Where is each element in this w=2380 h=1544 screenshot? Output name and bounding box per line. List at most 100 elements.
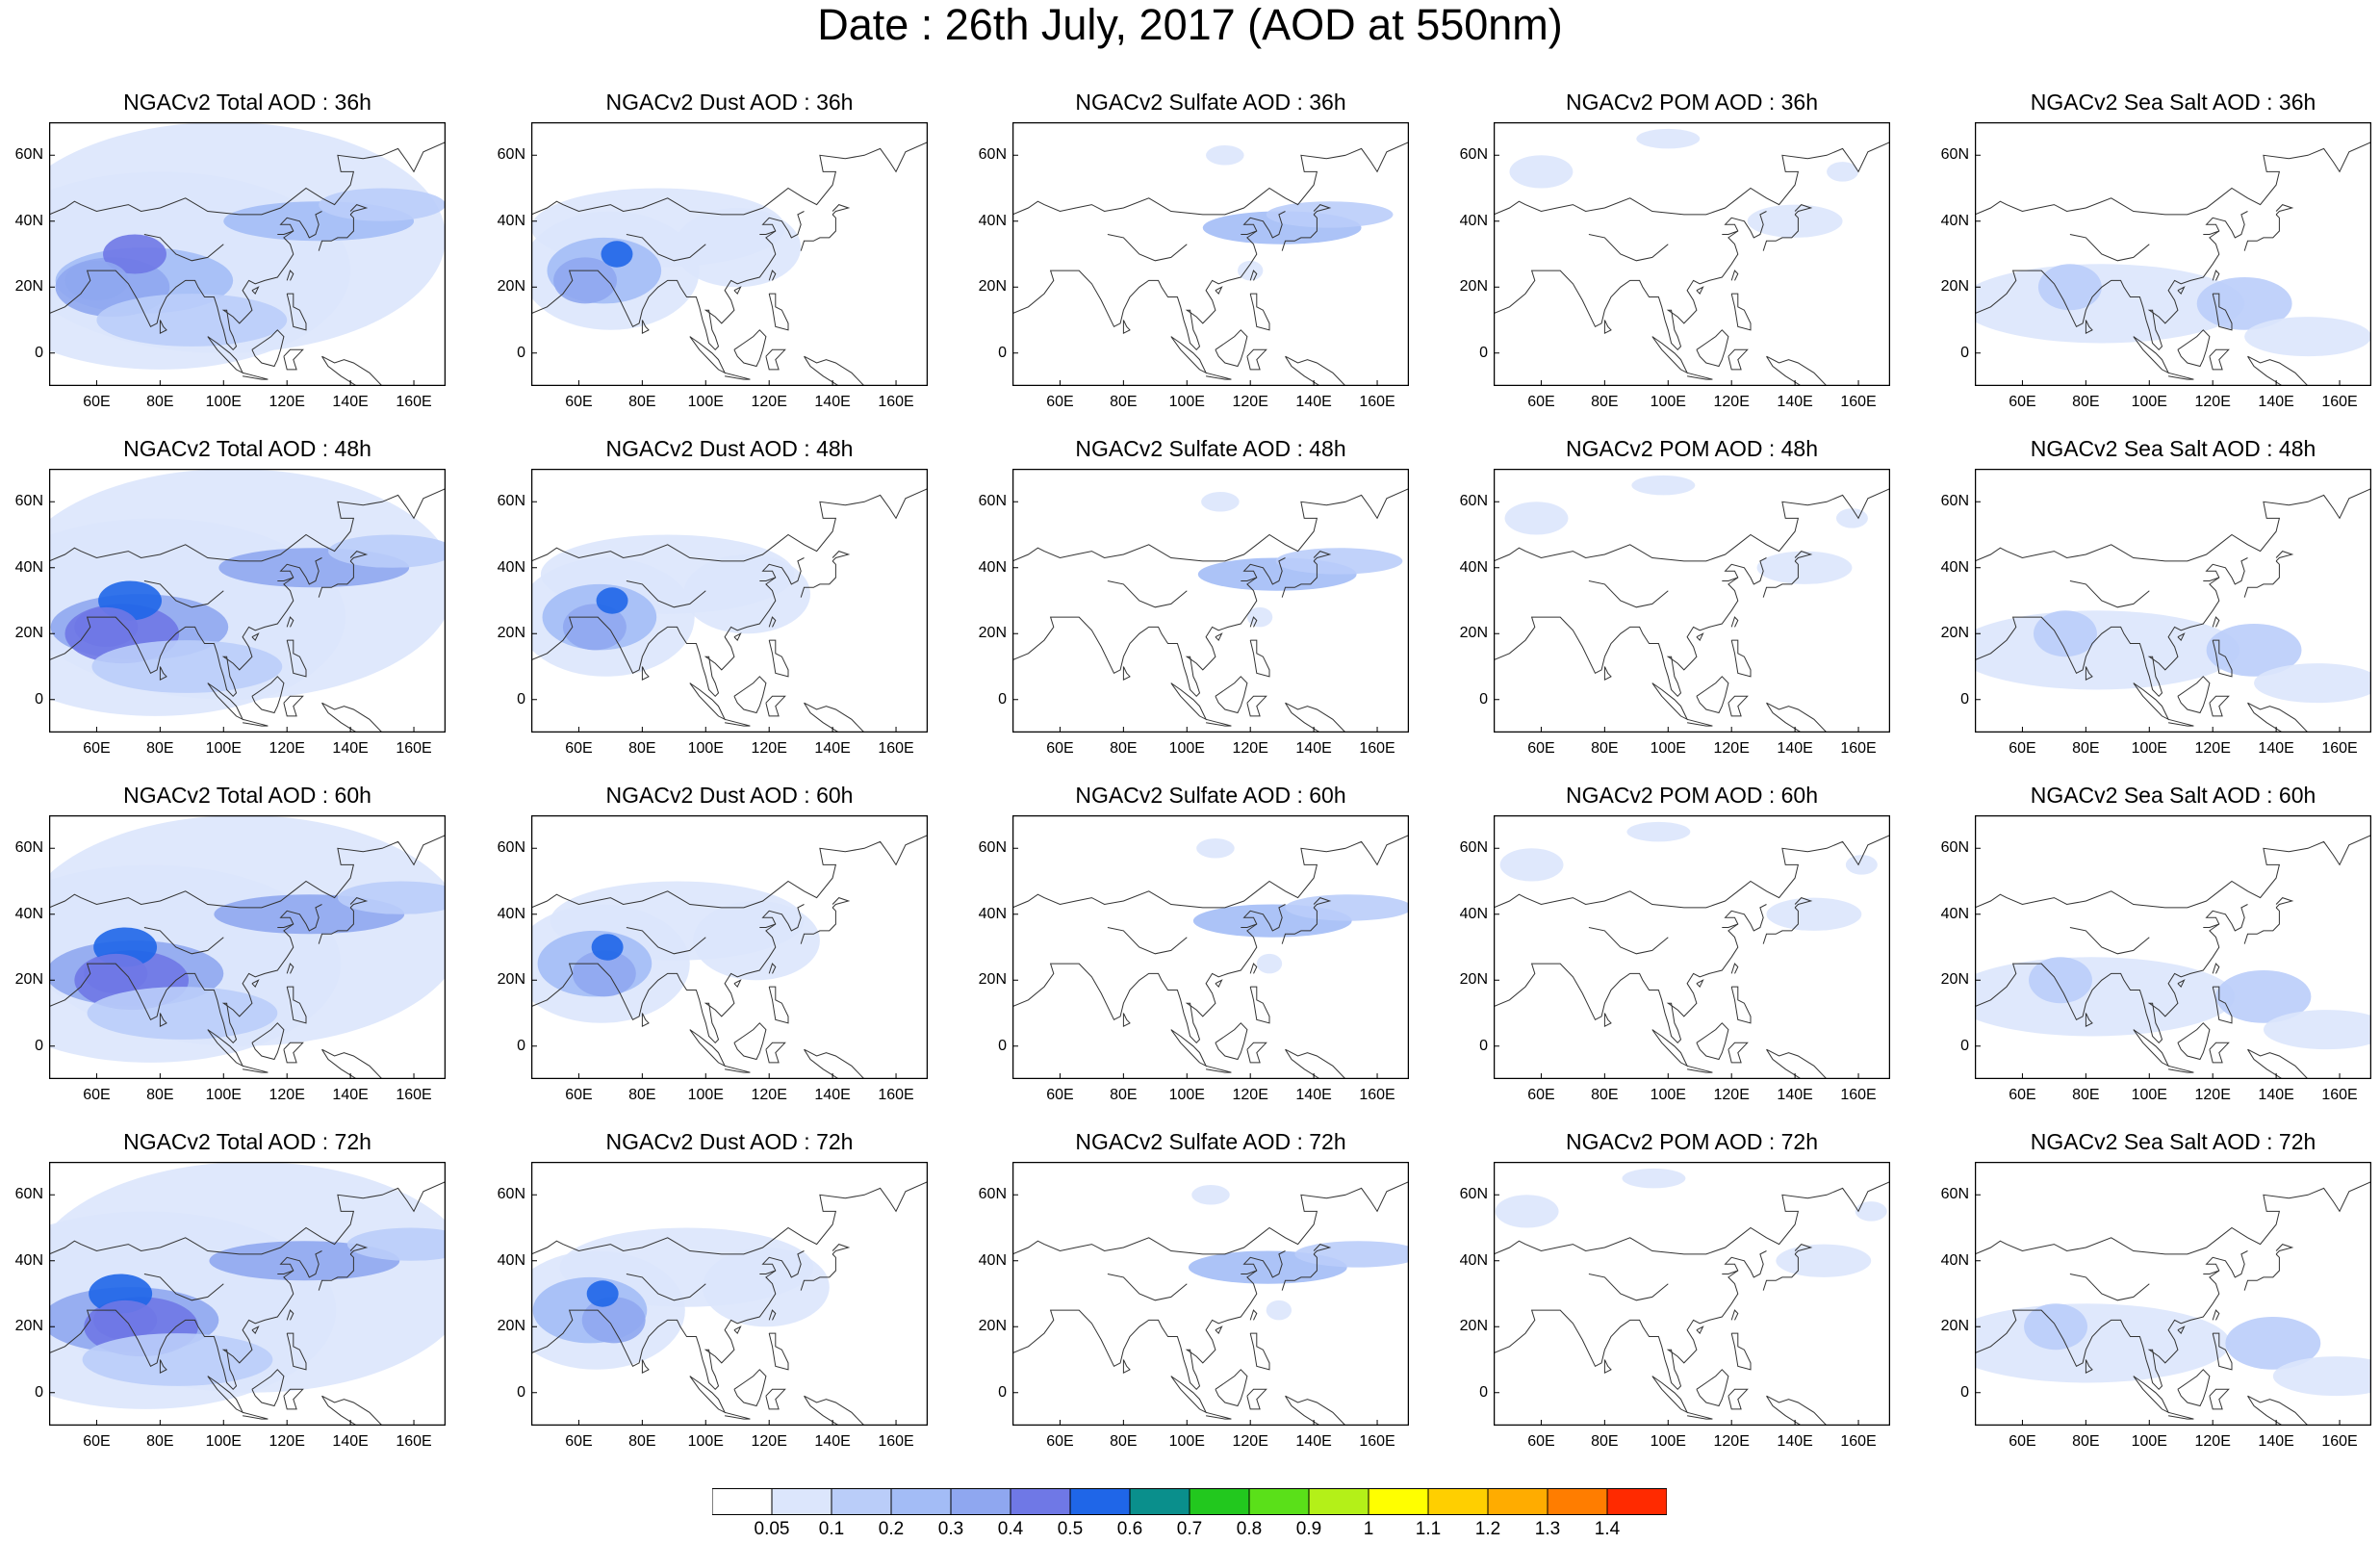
- coastline: [1696, 1325, 1704, 1334]
- lon-tick-label: 120E: [269, 394, 305, 410]
- coastline: [318, 907, 354, 944]
- map-frame: [1012, 122, 1409, 386]
- lat-tick-label: 0: [1479, 690, 1488, 708]
- coastline: [1107, 1274, 1188, 1301]
- aod-contour-patch: [2215, 969, 2312, 1023]
- map-canvas: [1494, 815, 1890, 1079]
- coastline: [1494, 488, 1890, 562]
- map-canvas: [1975, 1162, 2371, 1426]
- map-frame: [531, 122, 928, 386]
- coastline: [759, 577, 776, 581]
- aod-shading: [1975, 610, 2371, 704]
- lat-tick-label: 0: [1960, 344, 1969, 361]
- lon-tick-label: 160E: [2321, 740, 2358, 757]
- coastline: [2177, 329, 2211, 368]
- map-canvas: [531, 469, 928, 733]
- lon-tick-label: 60E: [1046, 740, 1074, 757]
- aod-shading: [1975, 1303, 2371, 1397]
- coastline: [2209, 1042, 2230, 1064]
- coastline: [251, 979, 260, 988]
- coastline: [1494, 1181, 1890, 1255]
- coastline: [768, 1332, 789, 1371]
- lon-tick-label: 100E: [1650, 740, 1686, 757]
- lon-tick-label: 60E: [83, 394, 111, 410]
- aod-contour-patch: [87, 987, 278, 1040]
- lat-tick-label: 40N: [1940, 1251, 1969, 1269]
- coastline: [1285, 702, 1346, 733]
- coastline: [1249, 986, 1270, 1024]
- panel-title: NGACv2 Dust AOD : 48h: [605, 436, 854, 461]
- lat-tick-label: 0: [35, 344, 43, 361]
- lon-tick-label: 160E: [2321, 394, 2358, 410]
- coastline: [1249, 1332, 1270, 1371]
- map-canvas: [531, 122, 928, 386]
- coastline: [2167, 1065, 2194, 1073]
- lat-tick-label: 40N: [1940, 905, 1969, 922]
- coastline: [1722, 577, 1738, 581]
- aod-contour-patch: [103, 234, 166, 274]
- coastline: [641, 320, 650, 335]
- lon-tick-label: 60E: [1527, 1087, 1555, 1103]
- coastline: [143, 234, 224, 262]
- coastline: [1215, 286, 1223, 295]
- coastline: [724, 718, 751, 727]
- coastline: [804, 702, 865, 733]
- panel-title: NGACv2 POM AOD : 48h: [1565, 436, 1819, 461]
- coastline: [1215, 1022, 1248, 1061]
- coastline: [626, 1274, 706, 1301]
- lat-tick-label: 40N: [1459, 1251, 1488, 1269]
- aod-contour-patch: [693, 901, 820, 981]
- coastline: [1249, 270, 1258, 281]
- lat-tick-label: 0: [35, 1383, 43, 1401]
- aod-contour-patch: [1238, 260, 1264, 281]
- map-canvas: [1012, 469, 1409, 733]
- coastline: [1603, 320, 1612, 335]
- lon-tick-label: 140E: [332, 1087, 369, 1103]
- coastline: [251, 632, 260, 641]
- coastline: [1762, 214, 1799, 251]
- lon-tick-label: 100E: [2131, 740, 2167, 757]
- map-background: [1012, 815, 1409, 1079]
- coastline: [626, 580, 706, 608]
- aod-contour-patch: [1495, 1195, 1559, 1228]
- lon-tick-label: 120E: [1713, 1433, 1750, 1450]
- lon-tick-label: 60E: [565, 1433, 593, 1450]
- coastline: [2177, 286, 2186, 295]
- lon-tick-label: 120E: [1232, 1087, 1268, 1103]
- coastline: [1730, 986, 1752, 1024]
- aod-map-panel: [1975, 122, 2371, 386]
- coastline: [2177, 632, 2186, 641]
- lon-tick-label: 100E: [1650, 1087, 1686, 1103]
- lat-tick-label: 20N: [1940, 278, 1969, 296]
- aod-contour-patch: [1275, 548, 1403, 575]
- lon-tick-label: 140E: [814, 740, 851, 757]
- lat-tick-label: 20N: [978, 278, 1007, 296]
- lon-tick-label: 60E: [2009, 394, 2036, 410]
- coastline: [1766, 355, 1828, 386]
- coastline: [531, 211, 805, 351]
- coastline: [733, 632, 742, 641]
- aod-shading: [531, 1227, 830, 1370]
- aod-contour-patch: [1191, 1184, 1230, 1205]
- coastline: [1603, 1013, 1612, 1028]
- lon-tick-label: 140E: [2258, 740, 2294, 757]
- lat-tick-label: 40N: [978, 1251, 1007, 1269]
- lat-tick-label: 40N: [978, 905, 1007, 922]
- coastline: [1246, 1042, 1267, 1064]
- lon-tick-label: 120E: [1713, 740, 1750, 757]
- coastline: [159, 1013, 167, 1028]
- lat-tick-label: 20N: [497, 278, 525, 296]
- coastline: [2069, 580, 2150, 608]
- lat-tick-label: 40N: [1459, 212, 1488, 229]
- coastline: [804, 1048, 865, 1079]
- coastline: [251, 286, 260, 295]
- coastline: [49, 904, 322, 1044]
- lon-tick-label: 80E: [1591, 1087, 1619, 1103]
- coastline: [321, 1395, 383, 1426]
- coastline: [2212, 616, 2220, 628]
- coastline: [1975, 557, 2248, 698]
- lon-tick-label: 140E: [2258, 394, 2294, 410]
- coastline: [1727, 348, 1749, 371]
- lon-tick-label: 160E: [1840, 394, 1877, 410]
- coastline: [1012, 488, 1409, 562]
